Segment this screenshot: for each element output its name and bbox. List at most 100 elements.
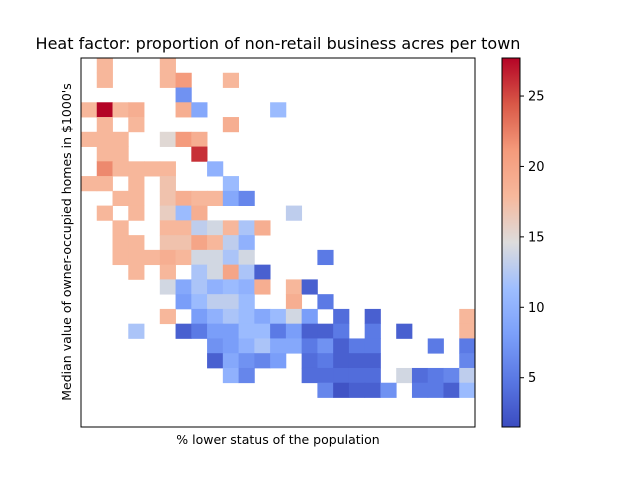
heatmap-cell (348, 353, 366, 369)
heatmap-cell (285, 205, 303, 221)
heatmap-cell (270, 102, 287, 118)
heatmap-cell (427, 338, 444, 354)
heatmap-cell (222, 353, 239, 369)
heatmap-cell (128, 249, 145, 266)
colorbar-tick-label: 10 (528, 301, 545, 316)
heatmap-cell (459, 338, 476, 354)
heatmap-cell (222, 367, 239, 384)
heatmap-cell (222, 235, 239, 251)
heatmap-cell (459, 353, 476, 369)
heatmap-cell (333, 308, 350, 325)
heatmap-cell (317, 353, 334, 369)
heatmap-cells (81, 58, 476, 398)
heatmap-cell (285, 323, 303, 339)
heatmap-cell (238, 190, 255, 206)
heatmap-cell (443, 367, 460, 384)
chart-title: Heat factor: proportion of non-retail bu… (36, 34, 521, 53)
heatmap-cell (285, 294, 303, 310)
heatmap-cell (396, 367, 413, 384)
heatmap-cell (159, 205, 176, 221)
heatmap-cell (254, 353, 271, 369)
heatmap-cell (112, 190, 129, 206)
heatmap-cell (348, 367, 366, 384)
heatmap-cell (191, 146, 208, 162)
heatmap-cell (301, 279, 318, 295)
heatmap-cell (222, 294, 239, 310)
heatmap-cell (128, 205, 145, 221)
heatmap-cell (222, 176, 239, 192)
heatmap-cell (159, 308, 176, 325)
heatmap-cell (207, 264, 224, 280)
heatmap-cell (238, 308, 255, 325)
heatmap-cell (175, 323, 192, 339)
heatmap-cell (96, 131, 113, 147)
heatmap-cell (254, 279, 271, 295)
heatmap-cell (96, 72, 113, 88)
heatmap-cell (159, 58, 176, 74)
heatmap-cell (128, 190, 145, 206)
heatmap-cell (270, 323, 287, 339)
heatmap-cell (96, 146, 113, 162)
heatmap-cell (112, 102, 129, 118)
heatmap-cell (459, 367, 476, 384)
heatmap-cell (175, 205, 192, 221)
y-axis-label: Median value of owner-occupied homes in … (59, 83, 74, 400)
heatmap-cell (159, 131, 176, 147)
heatmap-cell (191, 323, 208, 339)
heatmap-cell (364, 308, 381, 325)
heatmap-cell (144, 249, 161, 266)
heatmap-cell (333, 353, 350, 369)
heatmap-cell (191, 235, 208, 251)
heatmap-cell (191, 205, 208, 221)
heatmap-cell (364, 367, 381, 384)
heatmap-cell (364, 382, 381, 398)
heatmap-cell (191, 264, 208, 280)
heatmap-cell (254, 308, 271, 325)
colorbar-tick-label: 15 (528, 230, 545, 245)
heatmap-cell (128, 176, 145, 192)
heatmap-cell (238, 264, 255, 280)
plot-frame (80, 57, 476, 428)
heatmap-cell (191, 131, 208, 147)
heatmap-cell (96, 117, 113, 133)
heatmap-cell (112, 220, 129, 236)
heatmap-cell (159, 190, 176, 206)
colorbar-tick-label: 5 (528, 371, 536, 386)
heatmap-cell (427, 367, 444, 384)
heatmap-cell (175, 235, 192, 251)
heatmap-cell (175, 220, 192, 236)
heatmap-cell (144, 161, 161, 177)
heatmap-cell (81, 131, 98, 147)
colorbar-tick-label: 20 (528, 160, 545, 175)
heatmap-cell (112, 146, 129, 162)
colorbar-gradient (502, 58, 520, 427)
heatmap-cell (191, 294, 208, 310)
heatmap-cell (207, 161, 224, 177)
heatmap-cell (191, 102, 208, 118)
heatmap-cell (301, 308, 318, 325)
heatmap-cell (333, 323, 350, 339)
colorbar-frame (501, 57, 521, 428)
heatmap-cell (81, 176, 98, 192)
heatmap-cell (285, 338, 303, 354)
heatmap-cell (317, 367, 334, 384)
heatmap-cell (191, 308, 208, 325)
heatmap-cell (207, 235, 224, 251)
heatmap-cell (317, 323, 334, 339)
heatmap-cell (112, 235, 129, 251)
heatmap-cell (364, 353, 381, 369)
heatmap-cell (159, 161, 176, 177)
heatmap-cell (128, 264, 145, 280)
colorbar: 5 10 15 20 25 (501, 57, 545, 428)
heatmap-cell (238, 323, 255, 339)
heatmap-cell (348, 382, 366, 398)
heatmap-cell (254, 323, 271, 339)
colorbar-tick-label: 25 (528, 90, 545, 105)
heatmap-cell (207, 323, 224, 339)
heatmap-cell (222, 338, 239, 354)
heatmap-cell (396, 323, 413, 339)
heatmap-cell (348, 338, 366, 354)
heatmap-cell (238, 367, 255, 384)
heatmap-cell (175, 190, 192, 206)
heatmap-cell (159, 249, 176, 266)
